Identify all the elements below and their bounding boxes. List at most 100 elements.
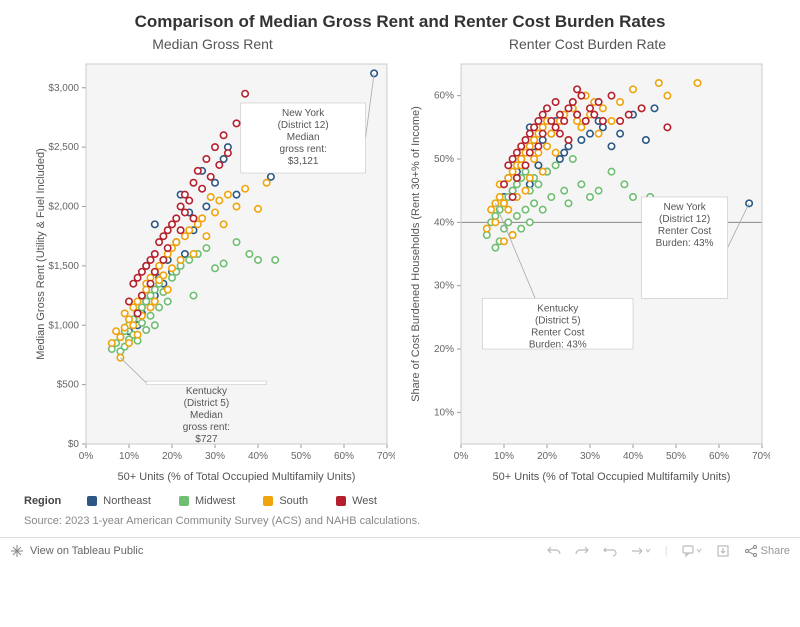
data-point[interactable] xyxy=(152,322,158,328)
data-point[interactable] xyxy=(574,111,580,117)
data-point[interactable] xyxy=(122,324,128,330)
data-point[interactable] xyxy=(595,187,601,193)
data-point[interactable] xyxy=(509,194,515,200)
data-point[interactable] xyxy=(574,118,580,124)
data-point[interactable] xyxy=(535,143,541,149)
undo-icon[interactable] xyxy=(547,544,561,558)
data-point[interactable] xyxy=(492,244,498,250)
data-point[interactable] xyxy=(190,180,196,186)
data-point[interactable] xyxy=(583,118,589,124)
data-point[interactable] xyxy=(505,219,511,225)
data-point[interactable] xyxy=(557,156,563,162)
data-point[interactable] xyxy=(160,257,166,263)
download-icon[interactable] xyxy=(716,544,730,558)
data-point[interactable] xyxy=(190,215,196,221)
data-point[interactable] xyxy=(233,203,239,209)
data-point[interactable] xyxy=(212,209,218,215)
data-point[interactable] xyxy=(587,130,593,136)
data-point[interactable] xyxy=(182,209,188,215)
data-point[interactable] xyxy=(621,181,627,187)
data-point[interactable] xyxy=(156,263,162,269)
data-point[interactable] xyxy=(656,80,662,86)
data-point[interactable] xyxy=(535,181,541,187)
data-point[interactable] xyxy=(557,130,563,136)
data-point[interactable] xyxy=(182,233,188,239)
data-point[interactable] xyxy=(177,227,183,233)
data-point[interactable] xyxy=(134,310,140,316)
data-point[interactable] xyxy=(552,149,558,155)
legend-item[interactable]: South xyxy=(263,495,308,507)
data-point[interactable] xyxy=(501,200,507,206)
data-point[interactable] xyxy=(220,156,226,162)
data-point[interactable] xyxy=(186,197,192,203)
data-point[interactable] xyxy=(565,143,571,149)
data-point[interactable] xyxy=(522,187,528,193)
data-point[interactable] xyxy=(203,203,209,209)
data-point[interactable] xyxy=(527,143,533,149)
data-point[interactable] xyxy=(255,206,261,212)
data-point[interactable] xyxy=(522,162,528,168)
data-point[interactable] xyxy=(147,292,153,298)
data-point[interactable] xyxy=(126,340,132,346)
data-point[interactable] xyxy=(617,118,623,124)
data-point[interactable] xyxy=(169,221,175,227)
data-point[interactable] xyxy=(531,137,537,143)
data-point[interactable] xyxy=(651,105,657,111)
data-point[interactable] xyxy=(527,219,533,225)
data-point[interactable] xyxy=(242,90,248,96)
data-point[interactable] xyxy=(152,286,158,292)
data-point[interactable] xyxy=(152,269,158,275)
data-point[interactable] xyxy=(199,185,205,191)
data-point[interactable] xyxy=(152,251,158,257)
legend-item[interactable]: Northeast xyxy=(87,495,151,507)
data-point[interactable] xyxy=(608,143,614,149)
data-point[interactable] xyxy=(509,187,515,193)
data-point[interactable] xyxy=(113,328,119,334)
data-point[interactable] xyxy=(225,150,231,156)
data-point[interactable] xyxy=(544,105,550,111)
data-point[interactable] xyxy=(156,304,162,310)
data-point[interactable] xyxy=(173,215,179,221)
data-point[interactable] xyxy=(518,143,524,149)
data-point[interactable] xyxy=(561,149,567,155)
view-on-tableau-link[interactable]: View on Tableau Public xyxy=(30,545,143,557)
data-point[interactable] xyxy=(664,124,670,130)
data-point[interactable] xyxy=(246,251,252,257)
data-point[interactable] xyxy=(600,105,606,111)
data-point[interactable] xyxy=(233,239,239,245)
data-point[interactable] xyxy=(540,124,546,130)
data-point[interactable] xyxy=(570,99,576,105)
data-point[interactable] xyxy=(561,187,567,193)
data-point[interactable] xyxy=(626,111,632,117)
reset-icon[interactable] xyxy=(603,544,617,558)
data-point[interactable] xyxy=(169,275,175,281)
data-point[interactable] xyxy=(190,251,196,257)
data-point[interactable] xyxy=(152,298,158,304)
data-point[interactable] xyxy=(638,105,644,111)
data-point[interactable] xyxy=(535,162,541,168)
data-point[interactable] xyxy=(186,257,192,263)
data-point[interactable] xyxy=(216,197,222,203)
data-point[interactable] xyxy=(531,124,537,130)
data-point[interactable] xyxy=(126,298,132,304)
data-point[interactable] xyxy=(578,124,584,130)
share-button[interactable]: Share xyxy=(744,544,790,558)
data-point[interactable] xyxy=(565,137,571,143)
data-point[interactable] xyxy=(505,162,511,168)
data-point[interactable] xyxy=(199,215,205,221)
data-point[interactable] xyxy=(165,286,171,292)
data-point[interactable] xyxy=(608,118,614,124)
data-point[interactable] xyxy=(165,227,171,233)
data-point[interactable] xyxy=(643,137,649,143)
data-point[interactable] xyxy=(186,227,192,233)
data-point[interactable] xyxy=(535,118,541,124)
data-point[interactable] xyxy=(109,340,115,346)
data-point[interactable] xyxy=(233,191,239,197)
data-point[interactable] xyxy=(540,137,546,143)
data-point[interactable] xyxy=(147,304,153,310)
legend-item[interactable]: West xyxy=(336,495,377,507)
data-point[interactable] xyxy=(233,120,239,126)
data-point[interactable] xyxy=(484,225,490,231)
data-point[interactable] xyxy=(565,105,571,111)
data-point[interactable] xyxy=(535,149,541,155)
